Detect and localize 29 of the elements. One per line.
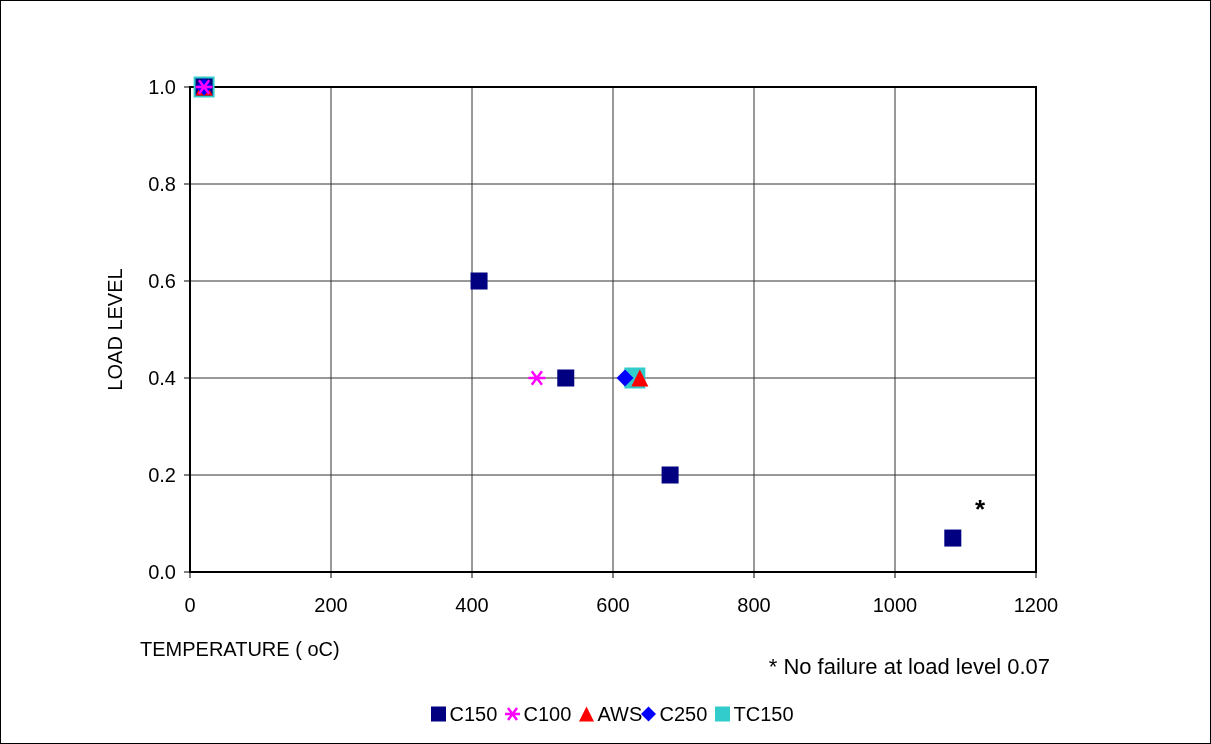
y-tick-label: 0.2 (148, 464, 176, 486)
legend-label: C250 (659, 703, 708, 725)
legend-label: AWS (597, 703, 643, 725)
point (631, 369, 649, 387)
point (661, 466, 679, 484)
x-tick-label: 0 (184, 594, 196, 616)
legend-label: C150 (449, 703, 498, 725)
legend-label: TC150 (733, 703, 794, 725)
x-tick-label: 800 (737, 594, 771, 616)
x-tick-label: 600 (596, 594, 630, 616)
y-tick-label: 0.6 (148, 270, 176, 292)
y-tick-label: 1.0 (148, 76, 176, 98)
text: * No failure at load level 0.07 (768, 654, 1050, 679)
point (527, 369, 547, 387)
y-axis-title: LOAD LEVEL (104, 268, 126, 391)
y-tick-label: 0.0 (148, 561, 176, 583)
point (944, 529, 962, 547)
y-tick-label: 0.8 (148, 173, 176, 195)
annotation: * (974, 494, 986, 524)
point (470, 272, 488, 290)
point (616, 369, 634, 387)
y-tick-label: 0.4 (148, 367, 176, 389)
point (557, 369, 575, 387)
x-tick-label: 200 (314, 594, 348, 616)
x-tick-label: 1200 (1013, 594, 1059, 616)
x-tick-label: 400 (455, 594, 489, 616)
legend-label: C100 (523, 703, 572, 725)
x-axis-title: TEMPERATURE ( oC) (140, 638, 340, 660)
x-tick-label: 1000 (872, 594, 918, 616)
